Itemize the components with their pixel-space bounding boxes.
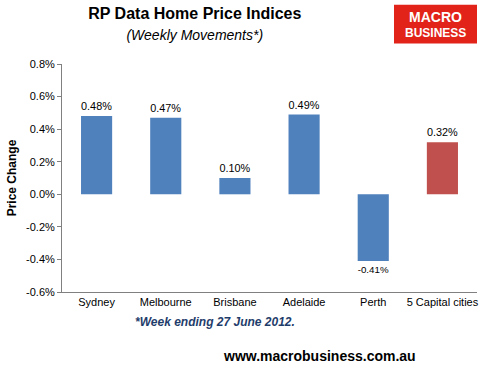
svg-text:-0.41%: -0.41% xyxy=(358,264,389,275)
svg-text:-0.2%: -0.2% xyxy=(26,221,55,233)
svg-text:Adelaide: Adelaide xyxy=(283,296,326,308)
svg-text:Melbourne: Melbourne xyxy=(140,296,192,308)
svg-text:Price Change: Price Change xyxy=(5,139,19,216)
svg-text:5 Capital cities: 5 Capital cities xyxy=(407,296,479,308)
svg-text:www.macrobusiness.com.au: www.macrobusiness.com.au xyxy=(223,348,416,364)
svg-text:0.49%: 0.49% xyxy=(289,99,320,111)
svg-text:Brisbane: Brisbane xyxy=(213,296,256,308)
svg-text:0.6%: 0.6% xyxy=(30,90,55,102)
svg-text:-0.6%: -0.6% xyxy=(26,286,55,298)
svg-text:-0.4%: -0.4% xyxy=(26,253,55,265)
svg-text:0.0%: 0.0% xyxy=(30,188,55,200)
svg-text:MACRO: MACRO xyxy=(409,9,462,25)
svg-text:0.8%: 0.8% xyxy=(30,58,55,70)
svg-text:RP Data Home Price Indices(Wee: RP Data Home Price Indices(Weekly Moveme… xyxy=(88,5,301,43)
svg-text:0.10%: 0.10% xyxy=(219,162,250,174)
svg-text:BUSINESS: BUSINESS xyxy=(405,26,466,40)
svg-text:0.47%: 0.47% xyxy=(150,102,181,114)
svg-text:0.4%: 0.4% xyxy=(30,123,55,135)
svg-text:0.32%: 0.32% xyxy=(427,126,458,138)
svg-text:Sydney: Sydney xyxy=(78,296,115,308)
svg-text:0.2%: 0.2% xyxy=(30,156,55,168)
svg-text:0.48%: 0.48% xyxy=(81,100,112,112)
svg-text:*Week ending 27 June 2012.: *Week ending 27 June 2012. xyxy=(135,315,295,329)
svg-text:Perth: Perth xyxy=(360,296,386,308)
